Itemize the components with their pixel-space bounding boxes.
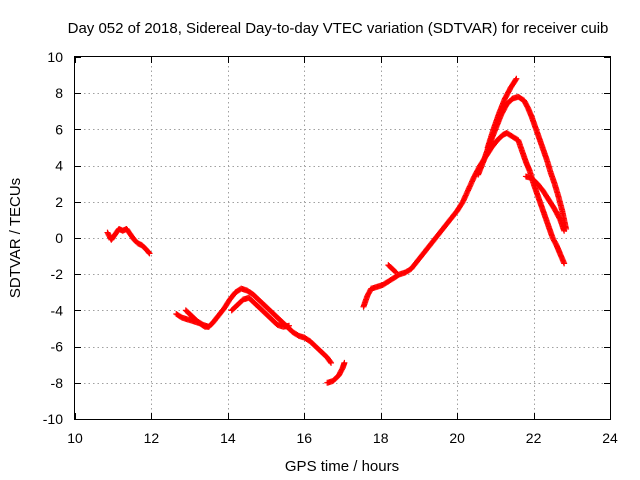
- plot-frame: [74, 56, 611, 420]
- x-tick-label: 14: [220, 430, 236, 446]
- y-tick-label: 6: [55, 121, 63, 137]
- data-point-marker: [327, 358, 334, 365]
- x-tick-label: 12: [144, 430, 160, 446]
- x-tick-label: 20: [449, 430, 465, 446]
- data-point-marker: [328, 359, 335, 366]
- y-tick-label: -10: [43, 411, 63, 427]
- data-point-marker: [205, 323, 212, 330]
- data-point-marker: [145, 249, 152, 256]
- x-axis-title: GPS time / hours: [285, 458, 399, 475]
- y-tick-label: 8: [55, 85, 63, 101]
- chart-title: Day 052 of 2018, Sidereal Day-to-day VTE…: [68, 20, 609, 37]
- data-point-marker: [392, 268, 399, 275]
- y-tick-label: -6: [51, 339, 64, 355]
- y-tick-label: -8: [51, 375, 64, 391]
- y-tick-label: 2: [55, 194, 63, 210]
- data-point-marker: [393, 269, 399, 276]
- y-tick-label: -4: [51, 302, 64, 318]
- x-tick-label: 24: [602, 430, 618, 446]
- data-points: [104, 75, 570, 386]
- y-axis-title: SDTVAR / TECUs: [7, 178, 24, 298]
- x-tick-label: 18: [373, 430, 389, 446]
- data-point-marker: [341, 359, 348, 366]
- data-point-marker: [512, 76, 519, 83]
- grid: [75, 57, 610, 419]
- y-tick-label: 4: [55, 158, 63, 174]
- y-tick-label: 0: [55, 230, 63, 246]
- x-tick-label: 16: [296, 430, 312, 446]
- data-point-marker: [561, 227, 568, 234]
- y-tick-label: -2: [51, 266, 64, 282]
- data-point-marker: [561, 260, 568, 267]
- data-point-marker: [513, 75, 520, 82]
- data-point-marker: [146, 250, 153, 257]
- data-point-marker: [286, 322, 292, 329]
- x-tick-label: 22: [526, 430, 542, 446]
- y-tick-label: 10: [47, 49, 63, 65]
- x-tick-label: 10: [67, 430, 83, 446]
